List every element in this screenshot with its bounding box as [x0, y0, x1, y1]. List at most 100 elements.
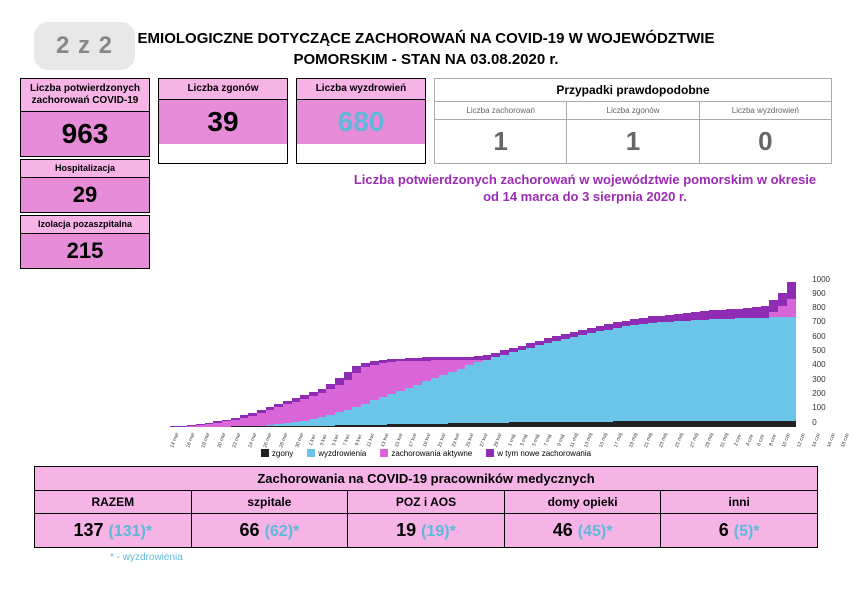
bar	[283, 401, 292, 427]
workers-col-value: 66 (62)*	[192, 514, 348, 547]
bar-segment	[422, 381, 431, 424]
probable-cell-value: 1	[567, 120, 698, 163]
bar-segment	[769, 300, 778, 312]
bar	[657, 316, 666, 427]
bar	[448, 357, 457, 427]
bar-segment	[630, 325, 639, 421]
bar-segment	[474, 362, 483, 423]
bar-segment	[518, 350, 527, 422]
bar	[240, 415, 249, 426]
bar-segment	[657, 322, 666, 421]
bar-segment	[604, 330, 613, 422]
probable-cell-value: 1	[435, 120, 566, 163]
workers-col-value: 137 (131)*	[35, 514, 191, 547]
bar-segment	[691, 320, 700, 421]
bar	[726, 309, 735, 426]
bar-segment	[483, 360, 492, 423]
bar-segment	[535, 345, 544, 422]
stat-cases-value: 963	[21, 112, 149, 156]
workers-footnote: * - wyzdrowienia	[110, 552, 852, 563]
bar	[518, 346, 527, 427]
bar	[622, 321, 631, 427]
probable-cell-label: Liczba zgonów	[567, 102, 698, 120]
bar-segment	[691, 312, 700, 320]
bar-segment	[352, 407, 361, 425]
bar-segment	[752, 318, 761, 421]
bar-segment	[326, 415, 335, 426]
bar-segment	[743, 318, 752, 421]
bar-segment	[587, 333, 596, 422]
stat-hosp: Hospitalizacja 29	[20, 159, 150, 213]
bar	[735, 309, 744, 427]
bar	[674, 314, 683, 427]
bar-segment	[743, 308, 752, 318]
bar	[500, 350, 509, 426]
bar-segment	[622, 326, 631, 421]
y-label: 700	[812, 317, 830, 326]
bar	[761, 306, 770, 426]
legend-item: w tym nowe zachorowania	[486, 449, 591, 458]
bar	[639, 318, 648, 427]
stat-deaths-value: 39	[159, 100, 287, 144]
bar-segment	[413, 361, 422, 385]
bar-segment	[396, 361, 405, 391]
bar-segment	[491, 357, 500, 422]
stat-deaths: Liczba zgonów 39	[158, 78, 288, 164]
bar	[413, 358, 422, 427]
bar-segment	[726, 319, 735, 421]
bar	[691, 312, 700, 426]
bar	[587, 328, 596, 427]
bar-segment	[509, 352, 518, 422]
bar-segment	[500, 355, 509, 423]
stat-hosp-label: Hospitalizacja	[21, 160, 149, 178]
bar	[257, 410, 266, 427]
bar	[326, 384, 335, 427]
bar-segment	[240, 418, 249, 427]
title-line-1: EMIOLOGICZNE DOTYCZĄCE ZACHOROWAŃ NA COV…	[138, 30, 715, 47]
bar-segment	[344, 410, 353, 425]
bar	[274, 404, 283, 427]
bar-segment	[787, 299, 796, 318]
bar-segment	[648, 323, 657, 421]
bar	[596, 326, 605, 427]
bar-segment	[683, 321, 692, 421]
workers-col-header: POZ i AOS	[348, 491, 504, 514]
y-label: 500	[812, 346, 830, 355]
legend-label: zachorowania aktywne	[391, 449, 472, 458]
bar-segment	[752, 307, 761, 318]
stat-cases-label: Liczba potwierdzonych zachorowań COVID-1…	[21, 79, 149, 112]
chart-legend: zgonywyzdrowieniazachorowania aktywnew t…	[20, 449, 832, 458]
bar-segment	[248, 416, 257, 426]
bar	[439, 357, 448, 427]
bar-segment	[387, 362, 396, 394]
bar	[613, 322, 622, 426]
page-indicator: 2 z 2	[34, 22, 135, 70]
bar-segment	[431, 360, 440, 378]
stat-isol: Izolacja pozaszpitalna 215	[20, 215, 150, 269]
bar	[778, 293, 787, 427]
bar	[379, 360, 388, 427]
bar-segment	[778, 317, 787, 420]
bar-segment	[344, 372, 353, 380]
legend-label: wyzdrowienia	[318, 449, 366, 458]
workers-col-header: szpitale	[192, 491, 348, 514]
bar	[405, 358, 414, 426]
bar	[709, 310, 718, 426]
bar-segment	[405, 388, 414, 424]
bar	[769, 300, 778, 426]
bar-segment	[665, 322, 674, 421]
workers-col-header: domy opieki	[505, 491, 661, 514]
y-label: 200	[812, 389, 830, 398]
workers-col-value: 6 (5)*	[661, 514, 817, 547]
bar-segment	[413, 385, 422, 425]
bar	[743, 308, 752, 427]
bar	[370, 361, 379, 426]
bar-segment	[674, 321, 683, 421]
bar-segment	[544, 343, 553, 422]
bar-segment	[787, 317, 796, 420]
legend-item: wyzdrowienia	[307, 449, 366, 458]
bar	[604, 324, 613, 426]
probable-cell-label: Liczba wyzdrowień	[700, 102, 831, 120]
bar-segment	[761, 306, 770, 317]
bar-segment	[639, 324, 648, 421]
